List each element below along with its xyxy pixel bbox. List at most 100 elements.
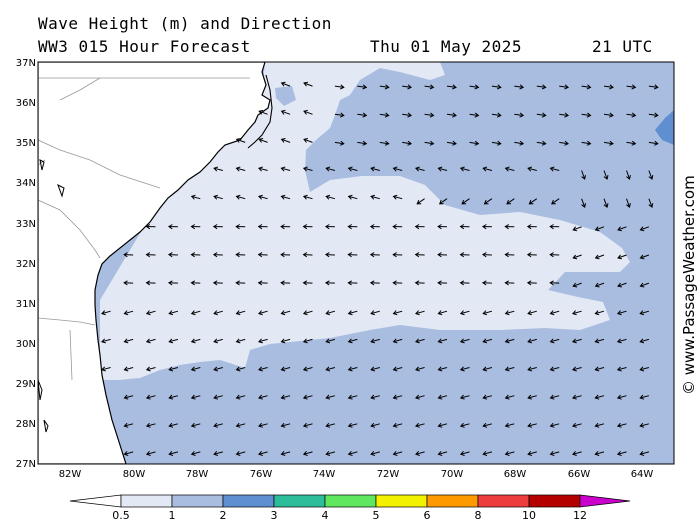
wave-arrow xyxy=(415,310,425,316)
wave-arrow xyxy=(626,198,631,208)
wave-arrow xyxy=(347,252,358,258)
wave-arrow xyxy=(437,450,448,456)
wave-arrow xyxy=(594,282,605,288)
wave-arrow xyxy=(482,450,493,456)
wave-arrow xyxy=(347,338,358,344)
wave-arrow xyxy=(559,140,570,146)
wave-arrow xyxy=(347,310,358,316)
wave-arrow xyxy=(526,252,537,258)
wave-arrow xyxy=(302,166,313,172)
wave-arrow xyxy=(280,450,291,456)
wave-arrow xyxy=(190,224,201,230)
wave-arrow xyxy=(527,366,537,372)
wave-arrow xyxy=(483,198,493,205)
forecast-date: Thu 01 May 2025 xyxy=(370,37,522,56)
forecast-time: 21 UTC xyxy=(592,37,653,56)
wave-arrow xyxy=(446,112,457,118)
wave-arrow xyxy=(235,224,246,230)
wave-arrow xyxy=(581,198,586,208)
wave-arrow xyxy=(392,338,403,344)
wave-arrow xyxy=(190,450,201,456)
wave-arrow xyxy=(212,224,223,230)
wave-arrow xyxy=(437,166,448,172)
lon-label: 74W xyxy=(313,469,336,480)
lon-label: 70W xyxy=(441,469,464,480)
wave-arrow xyxy=(168,310,179,316)
lon-label: 64W xyxy=(631,469,654,480)
wave-arrow xyxy=(190,310,201,316)
wave-arrow xyxy=(504,394,515,400)
wave-arrow xyxy=(482,166,493,172)
wave-arrow xyxy=(302,450,313,456)
legend-label: 6 xyxy=(424,509,431,522)
wave-arrow xyxy=(235,394,246,400)
wave-arrow xyxy=(302,280,313,286)
wave-arrow xyxy=(437,280,448,286)
color-legend xyxy=(69,494,631,508)
wave-arrow xyxy=(437,310,448,316)
wave-arrow xyxy=(491,140,502,146)
wave-arrow xyxy=(334,84,345,90)
wave-arrow xyxy=(280,422,291,428)
wave-arrow xyxy=(325,166,336,172)
legend-label: 12 xyxy=(573,509,587,522)
wave-arrow xyxy=(528,198,538,205)
wave-arrow xyxy=(639,338,650,344)
wave-arrow xyxy=(549,252,560,258)
wave-arrow xyxy=(302,366,313,372)
wave-arrow xyxy=(145,280,156,286)
wave-arrow xyxy=(559,112,570,118)
wave-arrow xyxy=(280,338,291,344)
wave-arrow xyxy=(506,198,515,205)
wave-arrow xyxy=(145,422,156,428)
wave-arrow xyxy=(437,252,448,258)
wave-arrow xyxy=(370,366,380,372)
wave-arrow xyxy=(626,84,637,90)
wave-arrow xyxy=(145,450,156,456)
wave-arrow xyxy=(302,194,313,200)
wave-arrow xyxy=(168,338,179,344)
legend-label: 8 xyxy=(475,509,482,522)
wave-arrow xyxy=(639,450,650,456)
wave-arrow xyxy=(572,282,582,288)
wave-arrow xyxy=(235,338,246,344)
wave-arrow xyxy=(280,109,291,115)
wave-arrow xyxy=(626,112,637,118)
wave-arrow xyxy=(549,338,560,344)
wave-arrow xyxy=(302,310,313,316)
wave-arrow xyxy=(235,450,246,456)
wave-arrow xyxy=(459,280,470,286)
legend-label: 2 xyxy=(220,509,227,522)
wave-arrow xyxy=(280,280,291,286)
wave-arrow xyxy=(648,140,659,146)
wave-arrow xyxy=(235,252,246,258)
wave-arrow xyxy=(414,422,425,428)
wave-arrow xyxy=(190,366,201,372)
wave-arrow xyxy=(639,226,650,232)
legend-label: 1 xyxy=(169,509,176,522)
lat-label: 33N xyxy=(16,219,36,230)
wave-arrow xyxy=(302,394,313,400)
wave-arrow xyxy=(594,450,605,456)
wave-arrow xyxy=(145,338,156,344)
wave-arrow xyxy=(594,226,605,232)
wave-arrow xyxy=(446,140,457,146)
legend-swatch xyxy=(324,494,377,508)
wave-arrow xyxy=(357,112,368,118)
wave-arrow xyxy=(481,280,492,286)
wave-arrow xyxy=(527,310,537,316)
wave-arrow xyxy=(459,450,470,456)
wave-arrow xyxy=(347,194,358,200)
wave-arrow xyxy=(190,252,201,258)
wave-arrow xyxy=(415,166,425,172)
wave-arrow xyxy=(392,224,403,230)
wave-arrow xyxy=(190,422,201,428)
legend-swatch xyxy=(477,494,530,508)
wave-arrow xyxy=(626,140,637,146)
lat-label: 35N xyxy=(16,138,36,149)
wave-arrow xyxy=(379,84,390,90)
wave-arrow xyxy=(123,366,134,372)
wave-arrow xyxy=(190,394,201,400)
wave-arrow xyxy=(325,338,336,344)
wave-arrow xyxy=(594,366,605,372)
